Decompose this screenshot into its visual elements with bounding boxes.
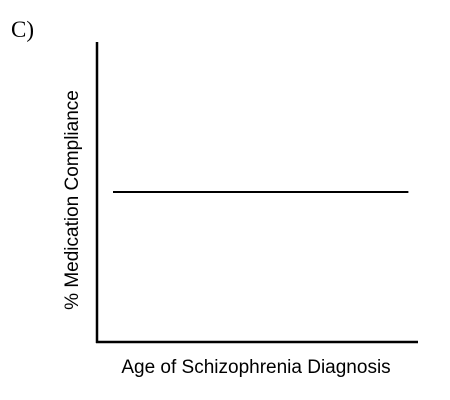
y-axis-title: % Medication Compliance [62,90,83,310]
panel-label: C) [11,17,34,42]
x-axis-title: Age of Schizophrenia Diagnosis [121,357,390,378]
